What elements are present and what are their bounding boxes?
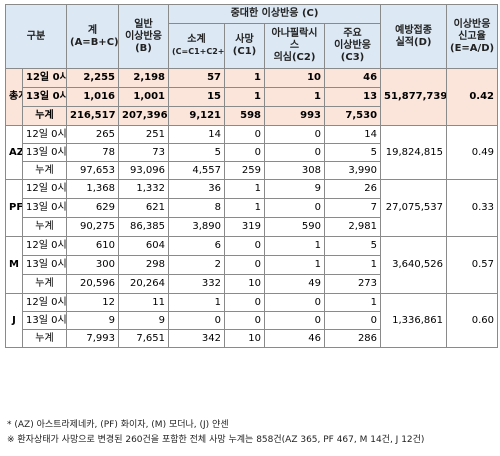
table-row: 누계 97,653 93,096 4,557 259 308 3,990 [6, 161, 498, 180]
group-label-az: AZ [5, 125, 23, 180]
adverse-reaction-table: 구분 계 (A=B+C) 일반 이상반응 (B) 중대한 이상반응 (C) 예방접종 실… [5, 4, 499, 348]
vaccinations-pf: 27,075,537 [380, 179, 448, 237]
group-label-j: J [5, 293, 23, 348]
group-label-pf: PF [5, 179, 23, 237]
table-row: PF 12일 0시 1,368 1,332 36 1 9 26 27,075,5… [5, 179, 499, 237]
table-row: 13일 0시 629 621 8 1 0 7 [6, 198, 498, 218]
table-row: J 12일 0시 12 11 1 0 0 1 1,336,861 0.60 [5, 293, 499, 348]
header-rate: 이상반응 신고율 (E=A/D) [446, 4, 499, 69]
rate-total: 0.42 [446, 68, 499, 126]
table-row: 13일 0시 9 9 0 0 0 0 [6, 311, 498, 330]
vaccinations-total: 51,877,739 [380, 68, 448, 126]
table-row: 누계 7,993 7,651 342 10 46 286 [6, 329, 498, 348]
header-general: 일반 이상반응 (B) [118, 4, 169, 69]
rate-j: 0.60 [446, 293, 499, 348]
group-label-total: 총계 [5, 68, 23, 126]
footnote-death-total: ※ 환자상태가 사망으로 변경된 260건을 포함한 전체 사망 누계는 858… [7, 435, 425, 445]
rate-pf: 0.33 [446, 179, 499, 237]
header-total: 계 (A=B+C) [66, 4, 119, 69]
header-category: 구분 [5, 4, 67, 69]
footnote-vaccine-abbreviations: * (AZ) 아스트라제네카, (PF) 화이자, (M) 모더나, (J) 얀… [7, 420, 229, 430]
header-subtotal: 소계(C=C1+C2+C3) [168, 23, 225, 69]
vaccinations-m: 3,640,526 [380, 236, 448, 294]
footnotes: * (AZ) 아스트라제네카, (PF) 화이자, (M) 모더나, (J) 얀… [7, 418, 497, 448]
header-major: 주요 이상반응 (C3) [323, 23, 382, 69]
group-label-m: M [5, 236, 23, 294]
table-row: 총계 12일 0시 2,255 2,198 57 1 10 46 51,877,… [5, 68, 499, 126]
header-severe: 중대한 이상반응 (C) [167, 4, 382, 24]
rate-az: 0.49 [446, 125, 499, 180]
header-death: 사망 (C1) [224, 23, 265, 69]
table-row: AZ 12일 0시 265 251 14 0 0 14 19,824,815 0… [5, 125, 499, 180]
table-row: M 12일 0시 610 604 6 0 1 5 3,640,526 0.57 [5, 236, 499, 294]
header-anaphylaxis: 아나필락시스 의심(C2) [264, 23, 325, 69]
table-row: 누계 216,517 207,396 9,121 598 993 7,530 [6, 106, 498, 126]
vaccinations-az: 19,824,815 [380, 125, 448, 180]
vaccinations-j: 1,336,861 [380, 293, 448, 348]
rate-m: 0.57 [446, 236, 499, 294]
header-vaccinations: 예방접종 실적(D) [380, 4, 448, 69]
